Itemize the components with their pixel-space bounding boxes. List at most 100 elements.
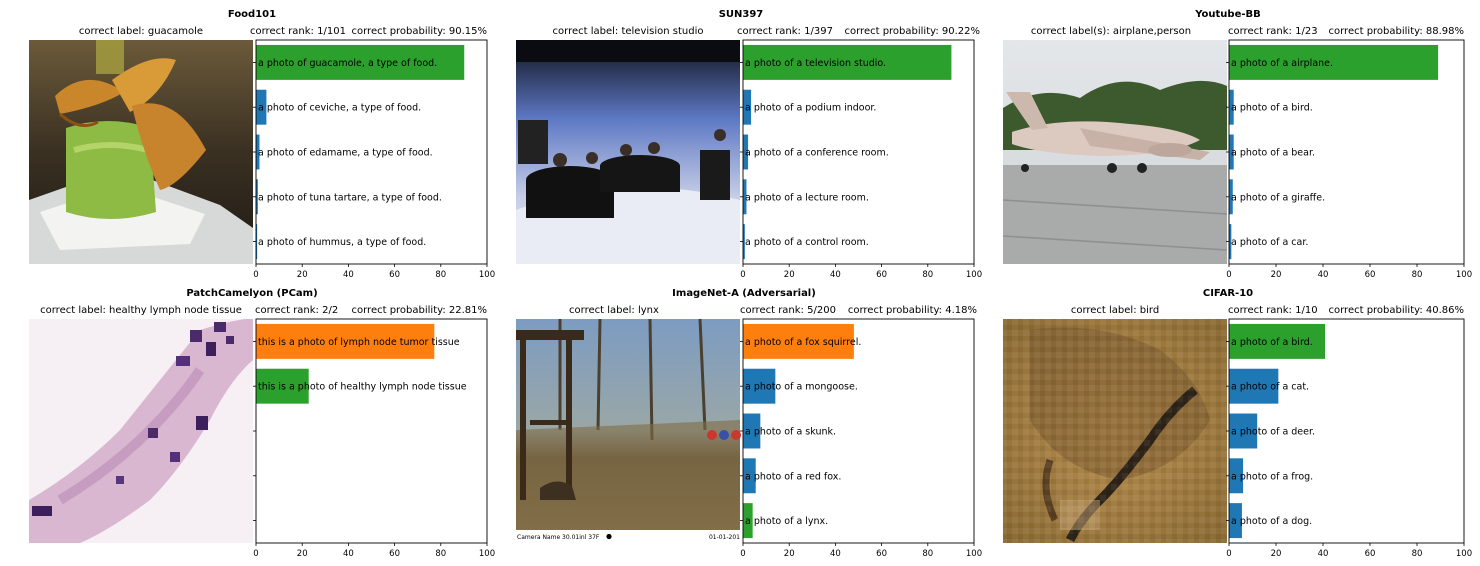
x-tick-label: 20 [784, 270, 795, 280]
bar-chart-1: a photo of a television studio. a photo o… [740, 39, 982, 280]
correct-probability-caption: correct probability: 90.15% [352, 26, 488, 37]
correct-rank-caption: correct rank: 1/23 [1228, 26, 1318, 37]
panel-pcam: PatchCamelyon (PCam) correct label: heal… [29, 288, 487, 543]
bar [1229, 323, 1326, 359]
sample-image [1002, 40, 1228, 264]
panel-sun397: SUN397 correct label: television studio … [516, 9, 980, 264]
image-footer-right: 01-01-201 [709, 534, 740, 541]
axes-frame [1228, 39, 1465, 265]
correct-label-caption: correct label: guacamole [79, 26, 203, 37]
axes-frame [1228, 318, 1465, 544]
correct-label-caption: correct label: healthy lymph node tissue [40, 305, 242, 316]
bar-label: a photo of guacamole, a type of food. [258, 58, 437, 69]
bar [256, 89, 267, 125]
bar-label: this is a photo of lymph node tumor tiss… [258, 337, 460, 348]
bar-label: a photo of a conference room. [745, 148, 889, 159]
x-tick-label: 100 [1456, 549, 1472, 559]
bar [743, 503, 753, 539]
x-tick-label: 0 [740, 549, 745, 559]
correct-rank-caption: correct rank: 1/10 [1228, 305, 1318, 316]
bar-label: a photo of a giraffe. [1231, 192, 1325, 203]
bar [743, 224, 745, 260]
bar [1229, 503, 1242, 539]
bar-label: a photo of a airplane. [1231, 58, 1333, 69]
bar-label: a photo of ceviche, a type of food. [258, 103, 421, 114]
bar [743, 458, 756, 494]
x-tick-label: 40 [343, 270, 354, 280]
axes-frame [255, 39, 488, 265]
bar-chart-2: a photo of a airplane. a photo of a bird.… [1226, 39, 1472, 280]
correct-rank-caption: correct rank: 1/101 [250, 26, 346, 37]
correct-label-caption: correct label: television studio [553, 26, 704, 37]
bar [743, 368, 776, 404]
bar [1229, 458, 1244, 494]
x-tick-label: 20 [1271, 549, 1282, 559]
correct-probability-caption: correct probability: 90.22% [845, 26, 981, 37]
x-tick-label: 60 [389, 549, 400, 559]
panel-title: ImageNet-A (Adversarial) [672, 288, 816, 299]
bar-label: this is a photo of healthy lymph node ti… [258, 382, 467, 393]
x-tick-label: 40 [830, 549, 841, 559]
x-tick-label: 60 [876, 549, 887, 559]
bar-label: a photo of a television studio. [745, 58, 886, 69]
x-tick-label: 60 [1365, 270, 1376, 280]
bar-label: a photo of a podium indoor. [745, 103, 876, 114]
x-tick-label: 60 [876, 270, 887, 280]
sample-image [29, 319, 253, 543]
x-tick-label: 40 [1318, 549, 1329, 559]
bar [1229, 224, 1232, 260]
panel-food101: Food101 correct label: guacamole correct… [29, 9, 487, 264]
bar-label: a photo of a lecture room. [745, 192, 869, 203]
bar [256, 44, 465, 80]
bar [743, 44, 952, 80]
bar-label: a photo of a fox squirrel. [745, 337, 861, 348]
bar [1229, 179, 1233, 215]
bar [256, 224, 258, 260]
x-tick-label: 60 [389, 270, 400, 280]
image-footer-left: Camera Name 30.01inl 37F [517, 534, 600, 541]
bar-chart-3: this is a photo of lymph node tumor tiss… [253, 318, 495, 559]
x-tick-label: 80 [1412, 270, 1423, 280]
axes-frame [742, 318, 975, 544]
x-tick-label: 60 [1365, 549, 1376, 559]
bar-label: a photo of a deer. [1231, 427, 1315, 438]
correct-label-caption: correct label: lynx [569, 305, 659, 316]
bar [743, 413, 761, 449]
x-tick-label: 0 [253, 270, 258, 280]
bar [743, 134, 749, 170]
x-tick-label: 100 [479, 270, 495, 280]
correct-probability-caption: correct probability: 22.81% [352, 305, 488, 316]
x-tick-label: 80 [435, 270, 446, 280]
bar-label: a photo of a bird. [1231, 103, 1313, 114]
x-tick-label: 80 [1412, 549, 1423, 559]
panel-title: SUN397 [719, 9, 764, 20]
bar-chart-0: a photo of guacamole, a type of food. a p… [253, 39, 495, 280]
bar-label: a photo of a lynx. [745, 516, 828, 527]
sample-image [516, 318, 741, 543]
panel-title: PatchCamelyon (PCam) [186, 288, 317, 299]
x-tick-label: 40 [830, 270, 841, 280]
panel-youtube-bb: Youtube-BB correct label(s): airplane,pe… [1002, 9, 1464, 264]
x-tick-label: 0 [1226, 270, 1231, 280]
x-tick-label: 100 [479, 549, 495, 559]
sample-image [1003, 319, 1227, 543]
bar [743, 89, 752, 125]
panel-imagenet-a: ImageNet-A (Adversarial) correct label: … [516, 288, 977, 543]
x-tick-label: 100 [1456, 270, 1472, 280]
panel-title: Youtube-BB [1194, 9, 1261, 20]
bar-label: a photo of a frog. [1231, 471, 1313, 482]
bar-label: a photo of a dog. [1231, 516, 1312, 527]
correct-rank-caption: correct rank: 1/397 [737, 26, 833, 37]
bar [256, 179, 258, 215]
x-tick-label: 80 [435, 549, 446, 559]
bar-label: a photo of a mongoose. [745, 382, 858, 393]
x-tick-label: 40 [343, 549, 354, 559]
bar-chart-4: a photo of a fox squirrel. a photo of a m… [740, 318, 982, 559]
panel-cifar10: CIFAR-10 correct label: bird correct ran… [1003, 288, 1464, 543]
bar-label: a photo of a red fox. [745, 471, 841, 482]
sample-image [29, 40, 253, 264]
correct-rank-caption: correct rank: 2/2 [255, 305, 338, 316]
correct-label-caption: correct label(s): airplane,person [1031, 26, 1191, 37]
bar [1229, 368, 1279, 404]
bar [256, 134, 260, 170]
